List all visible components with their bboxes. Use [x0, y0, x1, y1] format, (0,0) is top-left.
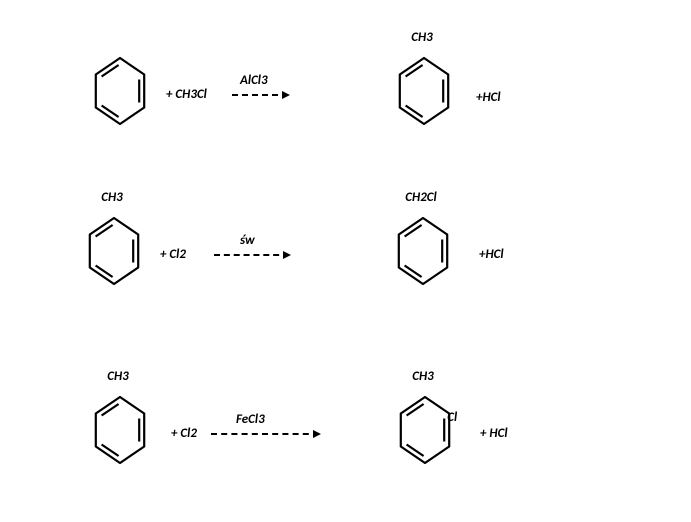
- reagent-label: + CH3Cl: [166, 87, 207, 102]
- substituent-ortho-label: Cl: [447, 410, 457, 425]
- product-label: +HCl: [476, 90, 501, 105]
- reagent-label: + Cl2: [160, 247, 186, 262]
- substituent-top-label: CH3: [411, 30, 433, 45]
- benzene-ring: [90, 56, 150, 126]
- benzene-ring: [84, 216, 144, 286]
- benzene-ring: [393, 216, 453, 286]
- substituent-top-label: CH2Cl: [405, 190, 436, 205]
- reaction-arrow: [232, 94, 288, 96]
- catalyst-label: św: [240, 233, 255, 248]
- catalyst-label: FeCl3: [236, 412, 265, 427]
- reaction-arrow: [214, 254, 289, 256]
- substituent-top-label: CH3: [101, 190, 123, 205]
- reaction-canvas: + CH3Cl AlCl3 CH3 +HCl CH3 + Cl2 św CH2Cl +HC…: [0, 0, 691, 522]
- reaction-arrow: [211, 433, 319, 435]
- benzene-ring: [394, 56, 454, 126]
- substituent-top-label: CH3: [412, 369, 434, 384]
- reagent-label: + Cl2: [171, 426, 197, 441]
- benzene-ring: [395, 395, 455, 465]
- substituent-top-label: CH3: [107, 369, 129, 384]
- product-label: +HCl: [479, 247, 504, 262]
- product-label: + HCl: [480, 426, 508, 441]
- benzene-ring: [90, 395, 150, 465]
- catalyst-label: AlCl3: [240, 73, 268, 88]
